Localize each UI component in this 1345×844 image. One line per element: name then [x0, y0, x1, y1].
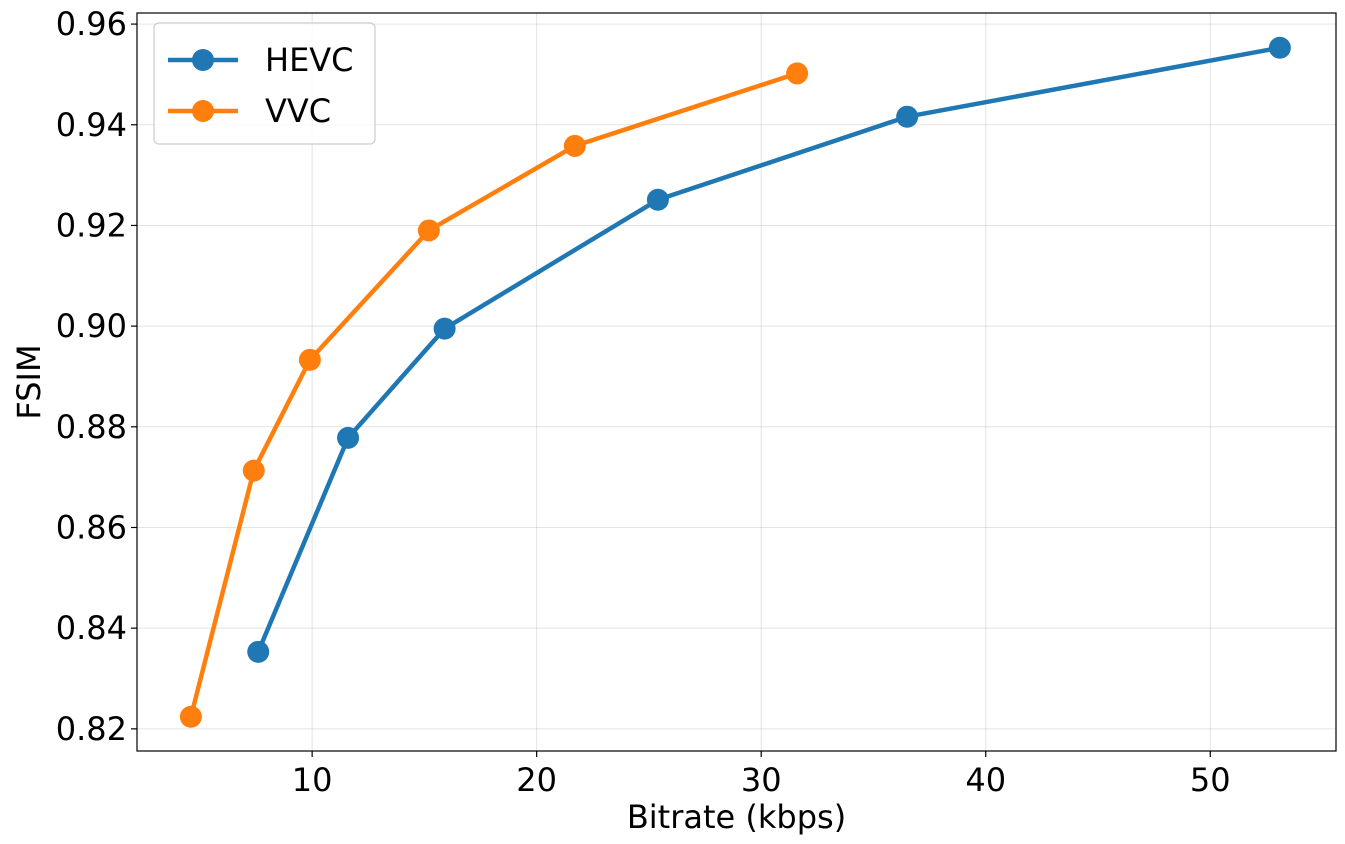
data-point	[179, 705, 202, 728]
legend-item-hevc: HEVC	[168, 41, 354, 79]
legend: HEVC VVC	[153, 22, 376, 145]
axis-ticks: 10 20 30 40 50 0.82 0.84 0.86 0.88 0.90 0.92 0.94 0.…	[56, 5, 1231, 799]
legend-marker	[192, 100, 214, 122]
y-tick-label: 0.82	[56, 710, 127, 748]
x-axis-title: Bitrate (kbps)	[627, 798, 846, 836]
x-tick-label: 10	[292, 761, 333, 799]
x-tick-label: 50	[1190, 761, 1231, 799]
x-tick-label: 40	[965, 761, 1006, 799]
data-point	[337, 426, 360, 449]
legend-label: HEVC	[265, 41, 354, 79]
legend-marker	[192, 49, 214, 71]
y-tick-label: 0.84	[56, 609, 127, 647]
data-point	[896, 105, 919, 128]
legend-label: VVC	[265, 92, 331, 130]
y-tick-label: 0.90	[56, 307, 127, 345]
data-point	[417, 219, 440, 242]
data-point	[786, 62, 809, 85]
data-point	[563, 134, 586, 157]
series-group	[179, 36, 1291, 728]
y-tick-label: 0.96	[56, 5, 127, 43]
data-point	[298, 348, 321, 371]
series-line	[255, 45, 1283, 655]
legend-item-vvc: VVC	[168, 92, 331, 130]
legend-items: HEVC VVC	[168, 41, 354, 130]
series-vvc	[179, 62, 809, 728]
y-tick-label: 0.88	[56, 408, 127, 446]
data-point	[242, 459, 265, 482]
y-tick-label: 0.86	[56, 508, 127, 546]
y-tick-label: 0.92	[56, 206, 127, 244]
x-tick-label: 30	[741, 761, 782, 799]
series-line	[188, 71, 800, 720]
data-point	[433, 317, 456, 340]
data-point	[247, 640, 270, 663]
data-point	[1268, 36, 1291, 59]
plot-frame	[136, 12, 1337, 752]
y-axis-title: FSIM	[10, 344, 48, 419]
y-tick-label: 0.94	[56, 106, 127, 144]
data-point	[646, 188, 669, 211]
x-tick-label: 20	[516, 761, 557, 799]
series-hevc	[247, 36, 1291, 663]
